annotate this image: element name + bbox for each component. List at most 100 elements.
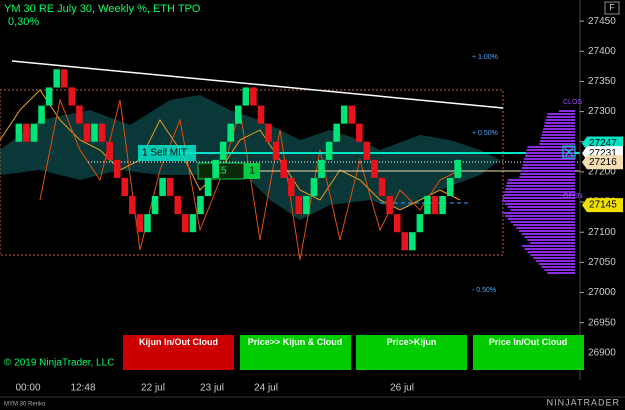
profile-bar	[559, 110, 575, 112]
profile-bar	[522, 164, 575, 166]
window-button-box[interactable]	[604, 1, 620, 15]
profile-bar	[507, 206, 575, 208]
order-label[interactable]: 1 Sell MIT	[142, 148, 187, 159]
profile-bar	[547, 272, 575, 274]
strategy-button[interactable]: Price In/Out Cloud	[472, 335, 584, 370]
up-brick	[340, 105, 348, 124]
y-tick-label: 27050	[588, 257, 616, 268]
order-close-box[interactable]	[562, 145, 576, 159]
profile-bar	[521, 167, 575, 169]
down-brick	[363, 141, 371, 160]
up-brick	[439, 196, 446, 215]
up-brick	[446, 177, 454, 197]
profile-bar	[502, 200, 575, 202]
down-brick	[60, 69, 68, 88]
y-tick-label: 27100	[588, 227, 616, 238]
profile-bar	[544, 122, 575, 124]
profile-bar	[507, 179, 575, 181]
up-brick	[38, 105, 45, 124]
down-brick	[265, 123, 272, 142]
down-brick	[106, 141, 113, 160]
profile-bar	[519, 176, 575, 178]
profile-bar	[504, 203, 575, 205]
down-brick	[295, 196, 303, 215]
down-brick	[166, 177, 174, 197]
down-brick	[250, 87, 257, 106]
profile-bar	[507, 218, 575, 220]
profile-bar	[546, 116, 575, 118]
down-brick	[371, 159, 378, 178]
up-brick	[219, 141, 227, 160]
order-qty[interactable]: 15	[215, 166, 227, 177]
profile-bar	[525, 155, 575, 157]
profile-bar	[505, 215, 575, 217]
order-label-box[interactable]	[138, 145, 196, 161]
down-brick	[136, 214, 144, 233]
up-brick	[45, 87, 53, 106]
order-count-box[interactable]	[244, 163, 260, 179]
price-tag-label: 27247	[589, 138, 617, 149]
strategy-button[interactable]: Price>> Kijun & Cloud	[239, 335, 351, 370]
down-brick	[68, 87, 76, 106]
time-label: 23 jul	[200, 383, 224, 394]
trend-line	[11, 60, 504, 109]
down-brick	[378, 177, 386, 197]
up-brick	[159, 177, 166, 197]
profile-bar	[547, 113, 575, 115]
up-brick	[53, 69, 60, 88]
up-brick	[333, 123, 340, 142]
window-button[interactable]: F	[609, 2, 615, 12]
profile-bar	[521, 170, 575, 172]
profile-bar	[513, 224, 575, 226]
strategy-button[interactable]: Kijun In/Out Cloud	[123, 335, 234, 370]
instrument-tab[interactable]: MYM 30 Renko	[4, 402, 46, 408]
y-tick-label: 27400	[588, 46, 616, 57]
profile-bar	[544, 269, 575, 271]
order-close-x[interactable]	[564, 147, 574, 157]
percent-label: - 0.50%	[472, 287, 496, 294]
profile-bar	[525, 152, 575, 154]
profile-label: OPEN	[563, 193, 583, 200]
order-count[interactable]: 1	[249, 166, 255, 177]
profile-bar	[523, 161, 575, 163]
down-brick	[401, 232, 409, 251]
time-label: 22 jul	[141, 383, 165, 394]
down-brick	[121, 177, 129, 197]
y-tick-label: 27350	[588, 76, 616, 87]
down-brick	[98, 123, 106, 142]
profile-bar	[522, 245, 575, 247]
up-brick	[424, 196, 431, 215]
up-brick	[15, 123, 23, 142]
chart-title: YM 30 RE July 30, Weekly %, ETH TPO	[4, 3, 201, 15]
profile-bar	[544, 125, 575, 127]
down-brick	[174, 196, 182, 215]
profile-bar	[521, 233, 575, 235]
y-tick-label: 26900	[588, 347, 616, 358]
profile-bar	[545, 119, 575, 121]
down-brick	[272, 141, 280, 160]
y-tick-label: 26950	[588, 317, 616, 328]
profile-bar	[524, 248, 575, 250]
up-brick	[212, 159, 219, 178]
profile-bar	[527, 239, 575, 241]
profile-bar	[519, 230, 575, 232]
profile-bar	[520, 173, 575, 175]
up-brick	[235, 105, 242, 124]
price-tag	[582, 155, 623, 170]
down-brick	[23, 123, 30, 142]
strategy-button[interactable]: Price>Kijun	[356, 335, 467, 370]
up-brick	[454, 159, 461, 178]
up-brick	[303, 196, 310, 215]
time-label: 24 jul	[254, 383, 278, 394]
profile-bar	[527, 146, 575, 148]
y-tick-label: 27300	[588, 106, 616, 117]
up-brick	[227, 123, 234, 142]
percent-label: + 1.00%	[472, 54, 498, 61]
time-label: 26 jul	[390, 383, 414, 394]
up-brick	[30, 123, 38, 142]
profile-bar	[538, 263, 575, 265]
down-brick	[393, 214, 401, 233]
time-label: 00:00	[15, 383, 40, 394]
profile-bar	[516, 227, 575, 229]
